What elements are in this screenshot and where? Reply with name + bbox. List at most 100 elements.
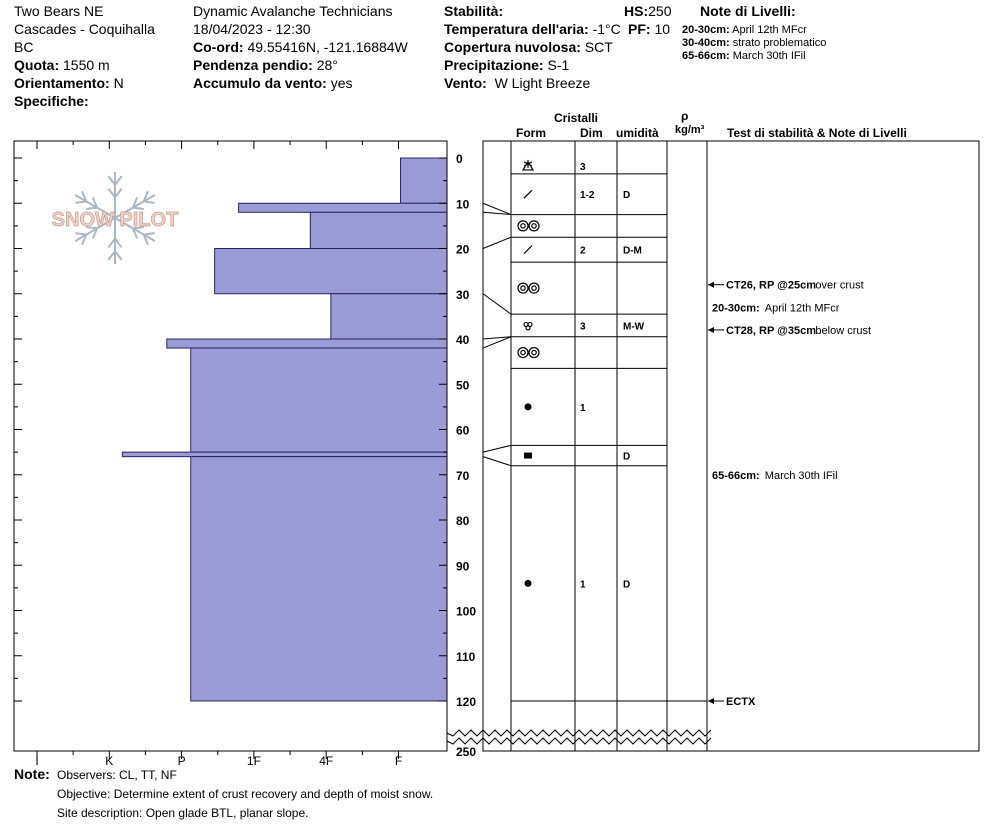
- stability-test-label: CT26, RP @25cm: [726, 280, 816, 292]
- snowflake-branch: [132, 225, 144, 230]
- wind-value: W Light Breeze: [494, 75, 591, 91]
- crystal-dim: 1: [580, 579, 586, 590]
- decomposing-fragments-icon: [523, 189, 533, 199]
- snowflake-branch: [86, 206, 98, 211]
- location-name: Two Bears NE: [14, 3, 104, 19]
- axis-break-zigzag: [446, 737, 712, 745]
- hardness-bar: [190, 456, 448, 702]
- rho-header: ρ: [681, 109, 689, 123]
- crystal-humidity: D-M: [623, 246, 642, 257]
- snowpilot-watermark: SNOW PILOT: [51, 172, 179, 264]
- melt-freeze-crust-icon: [517, 346, 540, 359]
- melt-freeze-ring: [528, 282, 540, 294]
- stability-test-note: below crust: [815, 325, 871, 337]
- melt-freeze-ring: [517, 282, 529, 294]
- stellar-triangle: [521, 160, 535, 171]
- elevation-label: Quota:: [14, 57, 60, 73]
- elevation-value: 1550 m: [63, 57, 110, 73]
- snowflake-branch: [107, 250, 116, 261]
- hardness-bar: [214, 248, 448, 295]
- location-region: Cascades - Coquihalla: [14, 21, 155, 37]
- crystal-dim: 3: [580, 321, 586, 332]
- layer-connector-line: [482, 444, 512, 453]
- layer-connector-line: [482, 336, 512, 340]
- wind-loading-value: yes: [330, 75, 353, 91]
- melt-freeze-ring: [531, 285, 537, 291]
- elevation-row: Quota: 1550 m: [14, 57, 110, 74]
- cloud-value: SCT: [584, 39, 613, 55]
- snowflake-branch: [132, 227, 139, 239]
- pf-value: 10: [654, 21, 671, 37]
- stability-test-note: March 30th IFil: [765, 470, 838, 482]
- stability-test: CT28, RP @35cm below crust: [708, 325, 871, 337]
- stability-test: CT26, RP @25cm over crust: [708, 280, 864, 292]
- coordinates-label: Co-ord:: [193, 39, 244, 55]
- wind-label: Vento:: [444, 75, 487, 91]
- crystal-humidity: D: [623, 452, 630, 463]
- depth-tick-label: 120: [456, 695, 476, 709]
- rounded-grains-icon: [524, 403, 532, 411]
- hs-value: 250: [648, 3, 672, 19]
- layer-connector-line: [482, 456, 512, 467]
- melt-freeze-ring: [531, 349, 537, 356]
- snowflake-branch: [114, 187, 123, 198]
- hs-row: HS:250: [624, 3, 671, 20]
- stability-notes-header: Test di stabilità & Note di Livelli: [727, 126, 907, 140]
- stability-test-label: 20-30cm:: [712, 302, 760, 314]
- melt-freeze-crust-icon: [517, 220, 540, 232]
- melt-freeze-ring: [520, 349, 526, 356]
- aspect-value: N: [113, 75, 124, 91]
- stability-tests: CT26, RP @25cm over crust 20-30cm: April 12…: [708, 280, 871, 708]
- density-unit-header: kg/m³: [675, 124, 705, 136]
- layer-note: 30-40cm: strato problematico: [682, 37, 826, 50]
- layer-note: 65-66cm: March 30th IFil: [682, 50, 806, 63]
- snowflake-branch: [142, 234, 149, 246]
- stellar-spoke: [523, 161, 533, 167]
- arrow-head-icon: [708, 281, 714, 288]
- wind-row: Vento: W Light Breeze: [444, 75, 590, 92]
- organization: Dynamic Avalanche Technicians: [193, 3, 393, 19]
- melt-freeze-ring: [517, 220, 529, 232]
- chart-frames: [13, 140, 980, 752]
- hardness-bar: [330, 293, 448, 340]
- layer-note-range: 65-66cm:: [682, 50, 730, 62]
- wet-grains-icon: [523, 321, 533, 331]
- layer-connector-line: [482, 236, 512, 249]
- melt-freeze-ring: [520, 285, 526, 291]
- aspect-row: Orientamento: N: [14, 75, 124, 92]
- depth-tick-label: 70: [456, 469, 470, 483]
- hardness-frame: [13, 140, 448, 752]
- crystal-dim: 2: [580, 246, 586, 257]
- notes-site: Site description: Open glade BTL, planar…: [57, 806, 309, 820]
- crystal-dim: 1-2: [580, 190, 595, 201]
- ice-layer-icon: [524, 452, 532, 459]
- layer-connector-line: [482, 211, 512, 216]
- depth-tick-label: 40: [456, 333, 470, 347]
- depth-tick-label: 110: [456, 650, 476, 664]
- depth-tick-label: 30: [456, 288, 470, 302]
- cloud-label: Copertura nuvolosa:: [444, 39, 581, 55]
- snowflake-branch: [132, 197, 139, 209]
- coordinates-row: Co-ord: 49.55416N, -121.16884W: [193, 39, 408, 56]
- snowflake-arm: [114, 194, 156, 219]
- location-province: BC: [14, 39, 34, 55]
- crystal-dim: 3: [580, 162, 586, 173]
- observation-datetime: 18/04/2023 - 12:30: [193, 21, 311, 37]
- hardness-bars: [121, 157, 448, 702]
- snowflake-branch: [91, 197, 98, 209]
- layer-note-text: strato problematico: [732, 37, 827, 49]
- layer-note-range: 20-30cm:: [682, 24, 730, 36]
- hs-label: HS:: [624, 3, 649, 19]
- snowflake-branch: [143, 232, 155, 236]
- crystal-table-frame: [482, 140, 708, 752]
- aspect-label: Orientamento:: [14, 75, 110, 91]
- stability-test-label: ECTX: [726, 696, 756, 708]
- snowflake-arm: [74, 217, 116, 242]
- snowflake-branch: [75, 232, 87, 236]
- stability-test-note: April 12th MFcr: [765, 302, 840, 314]
- snowflake-branch: [81, 190, 88, 202]
- depth-break-label: 250: [456, 745, 476, 759]
- wind-loading-label: Accumulo da vento:: [193, 75, 327, 91]
- layer-note-text: March 30th IFil: [732, 50, 806, 62]
- hardness-tick-label: I: [35, 754, 38, 768]
